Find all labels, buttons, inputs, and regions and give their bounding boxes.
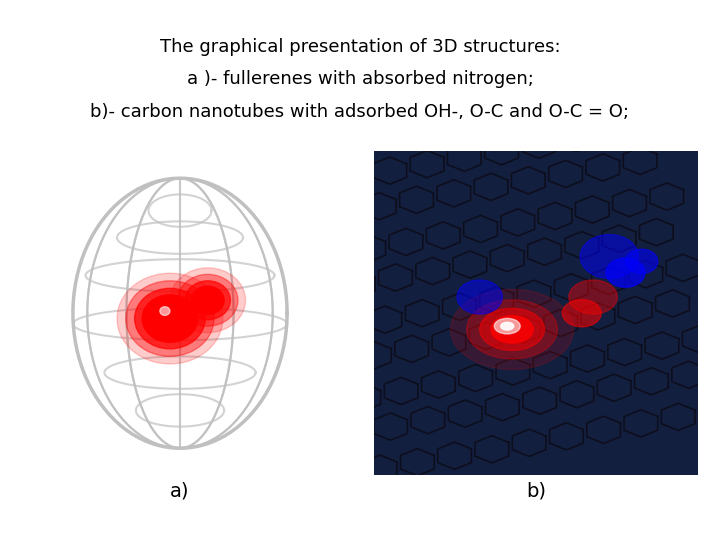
Ellipse shape xyxy=(626,249,658,273)
Ellipse shape xyxy=(580,234,639,279)
Ellipse shape xyxy=(480,308,544,350)
Ellipse shape xyxy=(451,289,574,369)
Circle shape xyxy=(170,268,246,333)
Circle shape xyxy=(185,281,230,320)
Ellipse shape xyxy=(457,280,503,314)
Ellipse shape xyxy=(606,258,645,287)
Circle shape xyxy=(160,307,170,315)
Text: The graphical presentation of 3D structures:: The graphical presentation of 3D structu… xyxy=(160,38,560,56)
Text: b)- carbon nanotubes with adsorbed OH-, O-C and O-C = O;: b)- carbon nanotubes with adsorbed OH-, … xyxy=(91,103,629,120)
Circle shape xyxy=(192,286,224,314)
Ellipse shape xyxy=(501,322,514,330)
Circle shape xyxy=(135,288,205,349)
Ellipse shape xyxy=(562,300,601,327)
Text: a): a) xyxy=(170,482,190,501)
Circle shape xyxy=(126,281,214,356)
Text: a )- fullerenes with absorbed nitrogen;: a )- fullerenes with absorbed nitrogen; xyxy=(186,70,534,88)
Text: b): b) xyxy=(526,482,546,501)
Circle shape xyxy=(142,295,197,342)
Circle shape xyxy=(177,274,238,326)
Ellipse shape xyxy=(569,280,617,314)
Ellipse shape xyxy=(491,316,533,343)
Ellipse shape xyxy=(495,319,521,334)
Circle shape xyxy=(117,273,223,364)
Ellipse shape xyxy=(467,300,557,359)
